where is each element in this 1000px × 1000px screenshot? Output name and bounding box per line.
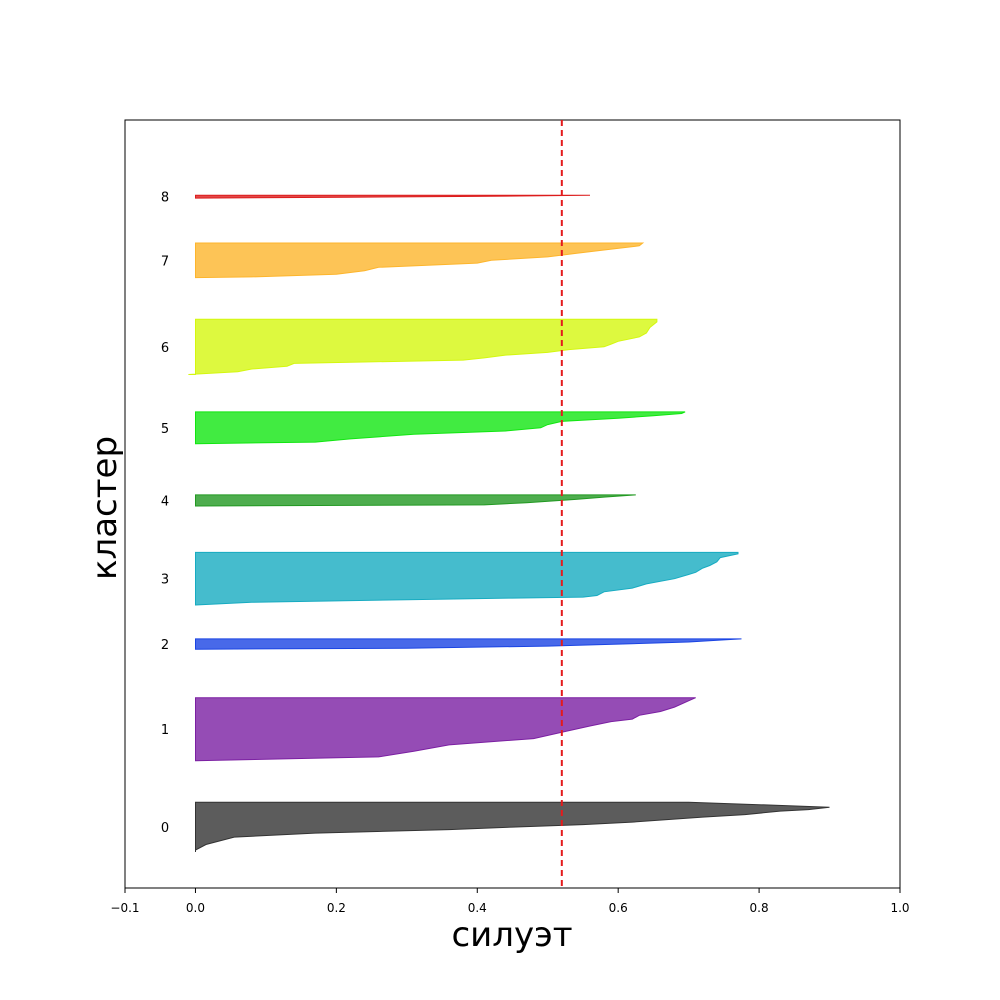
x-tick-label: 1.0 — [890, 901, 909, 915]
cluster-label-5: 5 — [161, 422, 169, 437]
cluster-0-silhouette — [195, 801, 830, 852]
cluster-4-silhouette — [195, 494, 636, 507]
cluster-1-silhouette — [195, 697, 696, 762]
cluster-6-silhouette — [188, 318, 658, 375]
cluster-label-6: 6 — [161, 341, 169, 356]
cluster-label-2: 2 — [161, 638, 169, 653]
x-tick-label: −0.1 — [110, 901, 139, 915]
plot-area: 0 1 2 3 4 5 6 7 8 — [124, 119, 901, 889]
cluster-8-silhouette — [195, 194, 591, 199]
cluster-7-silhouette — [195, 242, 645, 279]
x-tick-label: 0.4 — [468, 901, 487, 915]
x-tick-label: 0.0 — [186, 901, 205, 915]
x-tick-label: 0.8 — [750, 901, 769, 915]
x-tick-label: 0.6 — [609, 901, 628, 915]
cluster-label-8: 8 — [161, 191, 169, 206]
cluster-5-silhouette — [195, 411, 686, 445]
x-axis-label: силуэт — [451, 915, 572, 955]
cluster-label-0: 0 — [161, 821, 169, 836]
cluster-3-silhouette — [195, 551, 739, 606]
x-tick-label: 0.2 — [327, 901, 346, 915]
cluster-label-3: 3 — [161, 573, 169, 588]
cluster-label-1: 1 — [161, 723, 169, 738]
cluster-label-4: 4 — [161, 495, 169, 510]
y-axis-label: кластер — [85, 436, 125, 580]
cluster-label-7: 7 — [161, 254, 169, 269]
cluster-2-silhouette — [195, 638, 742, 650]
x-axis-ticks: −0.1 0.0 0.2 0.4 0.6 0.8 1.0 — [110, 888, 910, 915]
